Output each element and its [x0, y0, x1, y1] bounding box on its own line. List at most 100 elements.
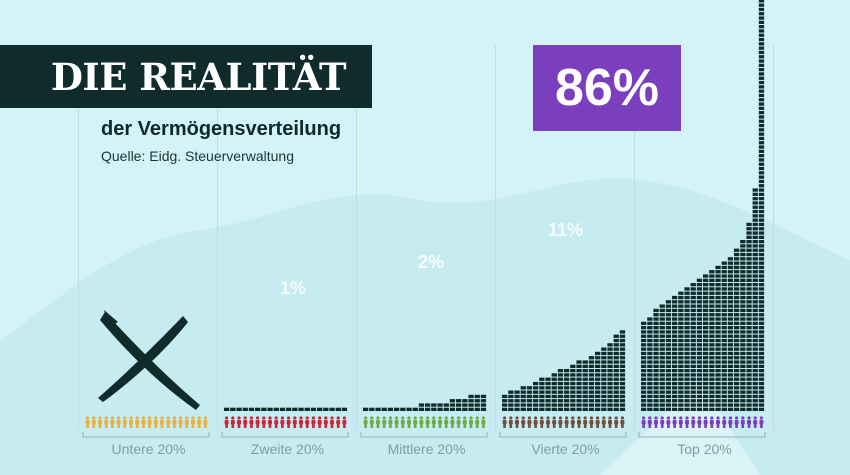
wealth-brick	[752, 192, 758, 196]
wealth-brick	[678, 386, 684, 390]
wealth-brick	[678, 291, 684, 295]
wealth-brick	[647, 377, 653, 381]
wealth-brick	[734, 270, 740, 274]
wealth-brick	[684, 373, 690, 377]
wealth-brick	[740, 381, 746, 386]
wealth-brick	[533, 381, 539, 386]
wealth-brick	[696, 381, 703, 386]
wealth-brick	[721, 399, 727, 403]
source-note: Quelle: Eidg. Steuerverwaltung	[101, 148, 294, 164]
wealth-brick	[641, 330, 647, 334]
wealth-brick	[653, 326, 659, 330]
wealth-brick	[703, 364, 709, 368]
wealth-brick	[653, 390, 659, 394]
wealth-brick	[570, 386, 576, 390]
person-icon	[129, 416, 133, 428]
wealth-brick	[526, 394, 533, 399]
wealth-brick	[709, 317, 715, 321]
wealth-brick	[721, 403, 727, 407]
wealth-brick	[727, 261, 734, 265]
wealth-brick	[696, 313, 703, 317]
wealth-brick	[595, 386, 601, 390]
wealth-brick	[740, 261, 746, 265]
wealth-brick	[514, 407, 520, 411]
person-icon	[672, 416, 677, 428]
wealth-brick	[672, 394, 678, 399]
wealth-brick	[641, 381, 647, 386]
person-icon	[184, 416, 189, 428]
wealth-brick	[734, 407, 740, 411]
wealth-brick	[734, 347, 740, 351]
person-icon	[564, 416, 569, 428]
wealth-brick	[684, 403, 690, 407]
wealth-brick	[703, 360, 709, 364]
wealth-brick	[709, 283, 715, 287]
wealth-brick	[734, 360, 740, 364]
wealth-brick	[734, 321, 740, 325]
wealth-brick	[557, 403, 564, 407]
wealth-brick	[601, 386, 607, 390]
wealth-brick	[715, 403, 721, 407]
wealth-brick	[653, 403, 659, 407]
title-bar: DIE REALITÄT	[0, 45, 372, 108]
wealth-brick	[619, 334, 626, 338]
wealth-brick	[690, 381, 696, 386]
wealth-brick	[480, 394, 487, 399]
wealth-brick	[595, 390, 601, 394]
wealth-brick	[443, 403, 449, 407]
wealth-brick	[588, 369, 595, 373]
wealth-brick	[709, 300, 715, 304]
wealth-brick	[758, 287, 765, 291]
wealth-brick	[734, 394, 740, 399]
wealth-brick	[758, 85, 765, 89]
wealth-brick	[242, 407, 248, 411]
wealth-brick	[647, 407, 653, 411]
person-icon	[230, 416, 235, 428]
wealth-brick	[323, 407, 329, 411]
wealth-brick	[758, 291, 765, 295]
wealth-brick	[746, 244, 752, 248]
wealth-brick	[672, 351, 678, 356]
wealth-brick	[641, 403, 647, 407]
wealth-brick	[557, 381, 564, 386]
wealth-brick	[582, 394, 588, 399]
wealth-brick	[703, 394, 709, 399]
wealth-brick	[709, 390, 715, 394]
group-label: Top 20%	[677, 441, 732, 457]
wealth-brick	[721, 326, 727, 330]
wealth-brick	[520, 390, 526, 394]
person-icon	[527, 416, 532, 428]
wealth-brick	[684, 330, 690, 334]
wealth-brick	[588, 364, 595, 368]
wealth-brick	[758, 188, 765, 192]
wealth-brick	[557, 377, 564, 381]
wealth-brick	[684, 369, 690, 373]
wealth-brick	[619, 360, 626, 364]
wealth-brick	[508, 403, 514, 407]
wealth-brick	[727, 351, 734, 356]
wealth-brick	[690, 377, 696, 381]
wealth-brick	[746, 343, 752, 347]
wealth-brick	[690, 369, 696, 373]
wealth-brick	[659, 377, 665, 381]
wealth-brick	[727, 360, 734, 364]
wealth-brick	[678, 343, 684, 347]
wealth-brick	[678, 399, 684, 403]
wealth-brick	[752, 265, 758, 270]
person-icon	[601, 416, 606, 428]
wealth-brick	[746, 308, 752, 313]
wealth-brick	[619, 381, 626, 386]
wealth-brick	[672, 321, 678, 325]
wealth-brick	[752, 321, 758, 325]
wealth-brick	[533, 394, 539, 399]
wealth-brick	[709, 351, 715, 356]
wealth-brick	[576, 360, 582, 364]
wealth-brick	[613, 347, 619, 351]
wealth-brick	[449, 403, 456, 407]
wealth-brick	[721, 377, 727, 381]
wealth-brick	[727, 265, 734, 270]
wealth-brick	[709, 386, 715, 390]
wealth-brick	[740, 295, 746, 300]
person-icon	[122, 416, 127, 428]
wealth-brick	[647, 338, 653, 343]
